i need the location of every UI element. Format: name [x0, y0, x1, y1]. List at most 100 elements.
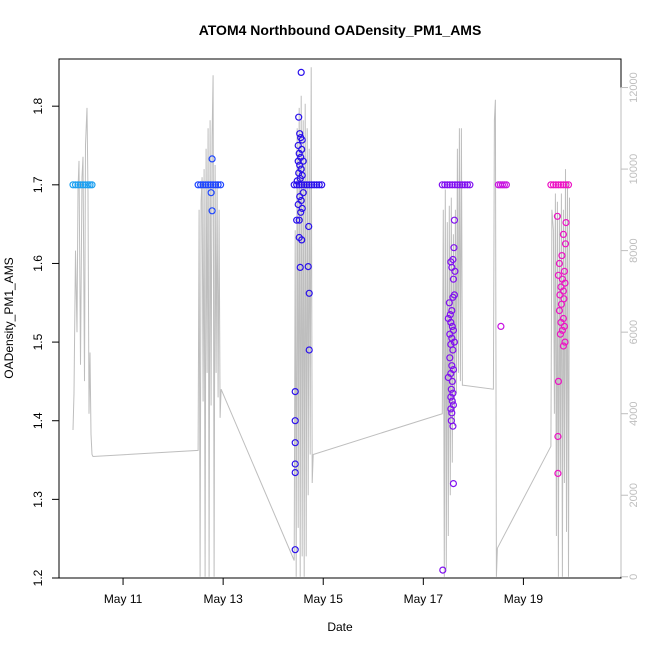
data-point: [444, 373, 452, 382]
x-tick-label: May 17: [404, 592, 444, 606]
data-point: [449, 422, 457, 430]
y-axis-label: OADensity_PM1_AMS: [2, 257, 16, 378]
y2-tick-label: 2000: [628, 483, 640, 507]
data-point: [299, 189, 307, 197]
data-point: [71, 181, 80, 189]
y-tick-label: 1.5: [31, 333, 45, 350]
y2-tick-label: 12000: [628, 72, 640, 103]
data-point: [212, 181, 220, 189]
data-point: [446, 330, 454, 338]
data-point: [502, 181, 510, 189]
data-point: [438, 181, 446, 189]
data-point: [500, 181, 508, 189]
data-point: [199, 181, 207, 189]
data-point: [291, 388, 299, 396]
data-point: [291, 546, 299, 554]
data-point: [554, 271, 563, 279]
data-point: [74, 181, 82, 189]
data-point: [445, 299, 453, 307]
data-point: [299, 157, 307, 165]
data-point: [554, 181, 563, 189]
data-point: [76, 181, 85, 189]
data-point: [560, 322, 569, 330]
data-point: [313, 181, 321, 189]
y2-tick-label: 8000: [628, 238, 640, 262]
data-point: [84, 181, 92, 189]
data-point: [559, 342, 568, 350]
data-point: [558, 252, 566, 260]
data-point: [447, 385, 455, 393]
data-point: [547, 181, 555, 189]
data-point: [554, 432, 562, 441]
data-point: [295, 113, 303, 121]
y2-tick-label: 6000: [628, 320, 640, 344]
data-point: [448, 362, 456, 370]
data-point: [291, 469, 299, 477]
data-point: [293, 177, 301, 185]
data-point: [303, 181, 311, 189]
data-point: [554, 377, 563, 385]
data-point: [562, 219, 570, 227]
series-6: [547, 181, 573, 477]
data-point: [453, 181, 461, 189]
data-point: [308, 181, 316, 189]
data-point: [298, 204, 306, 212]
y-tick-label: 1.6: [31, 255, 45, 272]
data-point: [310, 181, 318, 189]
data-point: [305, 289, 313, 297]
data-point: [197, 181, 205, 189]
data-point: [296, 161, 304, 169]
y2-axis: 0 2000 4000 6000 8000 10000 12000: [620, 72, 640, 580]
data-point: [448, 397, 456, 405]
data-point: [449, 389, 457, 397]
data-point: [304, 263, 312, 271]
data-point: [305, 181, 313, 189]
y-tick-label: 1.3: [31, 491, 45, 508]
data-point: [555, 259, 564, 268]
data-point: [291, 460, 299, 468]
data-point: [298, 136, 306, 144]
data-point: [69, 181, 77, 189]
series-2: [194, 155, 225, 215]
data-point: [291, 439, 299, 447]
data-point: [458, 181, 466, 189]
data-point: [296, 130, 304, 138]
data-point: [208, 155, 216, 163]
data-point: [559, 230, 568, 238]
y-axis: 1.2 1.3 1.4 1.5 1.6 1.7 1.8: [31, 98, 60, 586]
data-point: [315, 181, 323, 189]
data-point: [214, 181, 222, 189]
series-5: [494, 181, 510, 330]
data-point: [448, 409, 456, 417]
data-point: [217, 181, 225, 189]
data-point: [561, 240, 570, 248]
data-point: [318, 181, 326, 189]
data-point: [555, 307, 564, 315]
data-point: [556, 330, 565, 338]
data-point: [439, 566, 447, 574]
data-point: [449, 480, 457, 488]
x-tick-label: May 13: [203, 592, 243, 606]
data-point: [298, 181, 306, 189]
data-point: [296, 263, 304, 271]
data-point: [557, 318, 565, 326]
y-tick-label: 1.2: [31, 569, 45, 586]
data-point: [448, 181, 456, 189]
data-point: [305, 222, 313, 231]
data-point: [456, 181, 464, 189]
data-point: [202, 181, 210, 189]
x-axis-label: Date: [327, 620, 353, 634]
data-point: [447, 405, 455, 413]
data-point: [447, 393, 455, 401]
data-point: [448, 377, 456, 385]
data-point: [294, 141, 302, 150]
data-point: [562, 181, 570, 189]
data-point: [549, 181, 558, 189]
data-point: [451, 181, 459, 189]
data-point: [561, 279, 569, 287]
data-point: [461, 181, 469, 189]
background-trace-layer: [72, 67, 570, 577]
y-tick-label: 1.4: [31, 412, 45, 429]
data-point: [294, 157, 302, 165]
